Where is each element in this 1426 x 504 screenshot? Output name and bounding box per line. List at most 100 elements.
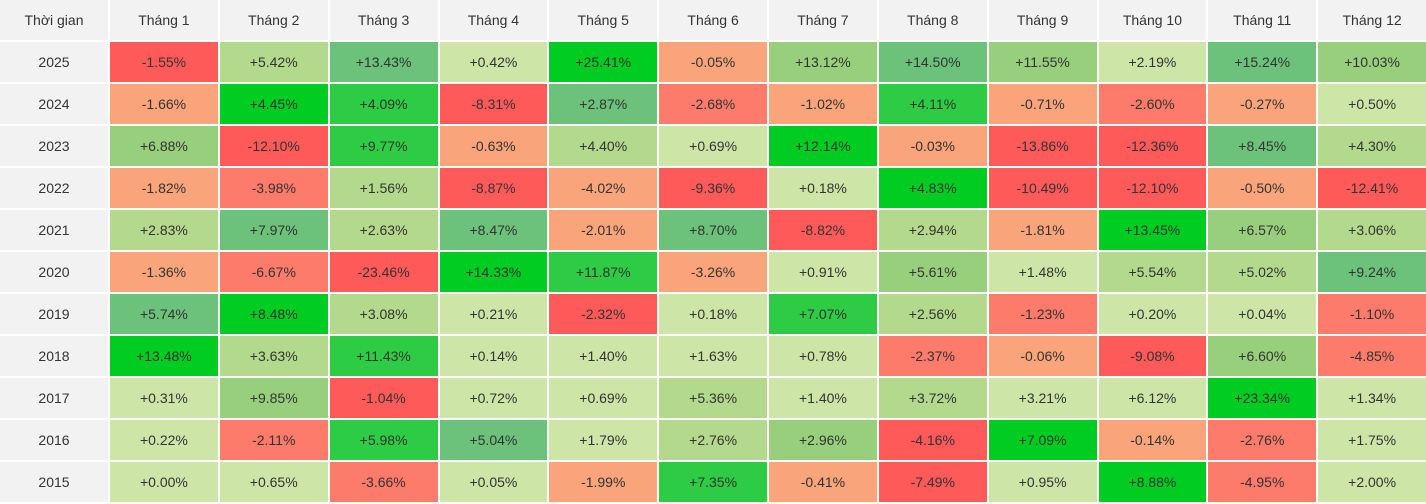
return-cell: -4.16%: [878, 420, 987, 460]
return-cell: +12.14%: [769, 126, 877, 166]
return-cell: +0.69%: [659, 126, 767, 166]
header-cell: Tháng 10: [1098, 0, 1207, 40]
return-cell: +6.88%: [110, 126, 218, 166]
return-cell: -1.55%: [110, 42, 218, 82]
return-cell: +25.41%: [549, 42, 658, 82]
year-cell: 2016: [0, 420, 108, 460]
return-cell: +2.87%: [549, 84, 658, 124]
return-cell: +7.09%: [988, 420, 1097, 460]
return-cell: +0.50%: [1318, 84, 1426, 124]
return-cell: -1.23%: [988, 294, 1097, 334]
return-cell: -0.71%: [988, 84, 1097, 124]
return-cell: -7.49%: [878, 462, 987, 502]
return-cell: +5.36%: [659, 378, 767, 418]
return-cell: +3.06%: [1318, 210, 1426, 250]
return-cell: +1.40%: [549, 336, 658, 376]
return-cell: +3.21%: [988, 378, 1097, 418]
return-cell: -1.02%: [769, 84, 877, 124]
return-cell: +4.40%: [549, 126, 658, 166]
return-cell: +14.50%: [878, 42, 987, 82]
year-cell: 2015: [0, 462, 108, 502]
return-cell: -0.14%: [1098, 420, 1207, 460]
return-cell: +5.02%: [1208, 252, 1317, 292]
return-cell: +1.63%: [659, 336, 767, 376]
return-cell: -4.85%: [1318, 336, 1426, 376]
return-cell: -12.10%: [219, 126, 328, 166]
header-cell: Tháng 9: [988, 0, 1097, 40]
return-cell: +5.74%: [110, 294, 218, 334]
return-cell: +0.69%: [549, 378, 658, 418]
return-cell: +9.77%: [329, 126, 438, 166]
return-cell: -3.26%: [659, 252, 767, 292]
return-cell: +4.45%: [219, 84, 328, 124]
return-cell: -2.68%: [659, 84, 767, 124]
return-cell: -0.63%: [439, 126, 548, 166]
return-cell: +9.85%: [219, 378, 328, 418]
header-cell: Thời gian: [0, 0, 108, 40]
return-cell: -3.98%: [219, 168, 328, 208]
return-cell: -23.46%: [329, 252, 438, 292]
return-cell: +8.47%: [439, 210, 548, 250]
header-cell: Tháng 7: [769, 0, 877, 40]
return-cell: +5.04%: [439, 420, 548, 460]
return-cell: -3.66%: [329, 462, 438, 502]
return-cell: -2.76%: [1208, 420, 1317, 460]
return-cell: +0.05%: [439, 462, 548, 502]
return-cell: -0.27%: [1208, 84, 1317, 124]
year-cell: 2017: [0, 378, 108, 418]
header-cell: Tháng 8: [878, 0, 987, 40]
header-cell: Tháng 3: [329, 0, 438, 40]
header-cell: Tháng 5: [549, 0, 658, 40]
return-cell: +0.18%: [659, 294, 767, 334]
return-cell: -8.87%: [439, 168, 548, 208]
return-cell: +0.22%: [110, 420, 218, 460]
return-cell: -8.82%: [769, 210, 877, 250]
return-cell: +0.31%: [110, 378, 218, 418]
return-cell: +6.12%: [1098, 378, 1207, 418]
return-cell: +0.72%: [439, 378, 548, 418]
return-cell: +0.00%: [110, 462, 218, 502]
return-cell: -1.81%: [988, 210, 1097, 250]
return-cell: -10.49%: [988, 168, 1097, 208]
return-cell: -0.05%: [659, 42, 767, 82]
return-cell: +5.98%: [329, 420, 438, 460]
return-cell: -0.03%: [878, 126, 987, 166]
return-cell: -12.41%: [1318, 168, 1426, 208]
year-cell: 2025: [0, 42, 108, 82]
return-cell: -2.60%: [1098, 84, 1207, 124]
return-cell: +8.88%: [1098, 462, 1207, 502]
header-cell: Tháng 12: [1318, 0, 1426, 40]
return-cell: -6.67%: [219, 252, 328, 292]
return-cell: +7.35%: [659, 462, 767, 502]
year-cell: 2023: [0, 126, 108, 166]
return-cell: -8.31%: [439, 84, 548, 124]
return-cell: +8.45%: [1208, 126, 1317, 166]
return-cell: +0.91%: [769, 252, 877, 292]
return-cell: +11.55%: [988, 42, 1097, 82]
return-cell: -2.32%: [549, 294, 658, 334]
return-cell: +5.42%: [219, 42, 328, 82]
return-cell: +1.75%: [1318, 420, 1426, 460]
return-cell: +9.24%: [1318, 252, 1426, 292]
return-cell: +1.79%: [549, 420, 658, 460]
return-cell: -4.95%: [1208, 462, 1317, 502]
return-cell: -1.36%: [110, 252, 218, 292]
return-cell: -9.36%: [659, 168, 767, 208]
year-cell: 2018: [0, 336, 108, 376]
return-cell: +2.94%: [878, 210, 987, 250]
return-cell: +1.48%: [988, 252, 1097, 292]
return-cell: +1.56%: [329, 168, 438, 208]
return-cell: +11.87%: [549, 252, 658, 292]
year-cell: 2021: [0, 210, 108, 250]
return-cell: +3.08%: [329, 294, 438, 334]
return-cell: +3.63%: [219, 336, 328, 376]
return-cell: +5.54%: [1098, 252, 1207, 292]
return-cell: +10.03%: [1318, 42, 1426, 82]
return-cell: +0.20%: [1098, 294, 1207, 334]
return-cell: +5.61%: [878, 252, 987, 292]
return-cell: +0.14%: [439, 336, 548, 376]
return-cell: +0.95%: [988, 462, 1097, 502]
return-cell: +15.24%: [1208, 42, 1317, 82]
